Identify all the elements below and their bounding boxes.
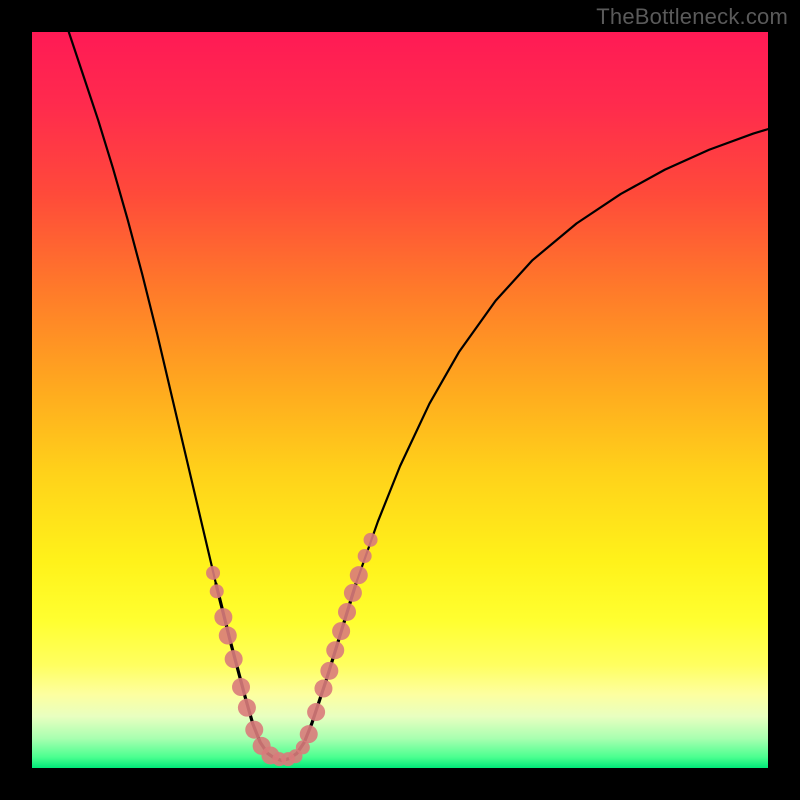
data-marker [307, 703, 325, 721]
data-marker [332, 622, 350, 640]
watermark-text: TheBottleneck.com [596, 4, 788, 30]
data-marker [314, 680, 332, 698]
data-marker [206, 566, 220, 580]
data-marker [326, 641, 344, 659]
data-marker [245, 721, 263, 739]
data-marker [338, 603, 356, 621]
data-marker [358, 549, 372, 563]
data-marker [364, 533, 378, 547]
data-marker [344, 584, 362, 602]
data-marker [238, 699, 256, 717]
data-marker [300, 725, 318, 743]
bottleneck-curve [69, 32, 768, 761]
data-marker [350, 566, 368, 584]
data-marker [232, 678, 250, 696]
data-marker [214, 608, 232, 626]
data-marker [225, 650, 243, 668]
curve-layer [32, 32, 768, 768]
data-marker [320, 662, 338, 680]
plot-area [32, 32, 768, 768]
data-marker [210, 584, 224, 598]
data-marker [219, 627, 237, 645]
